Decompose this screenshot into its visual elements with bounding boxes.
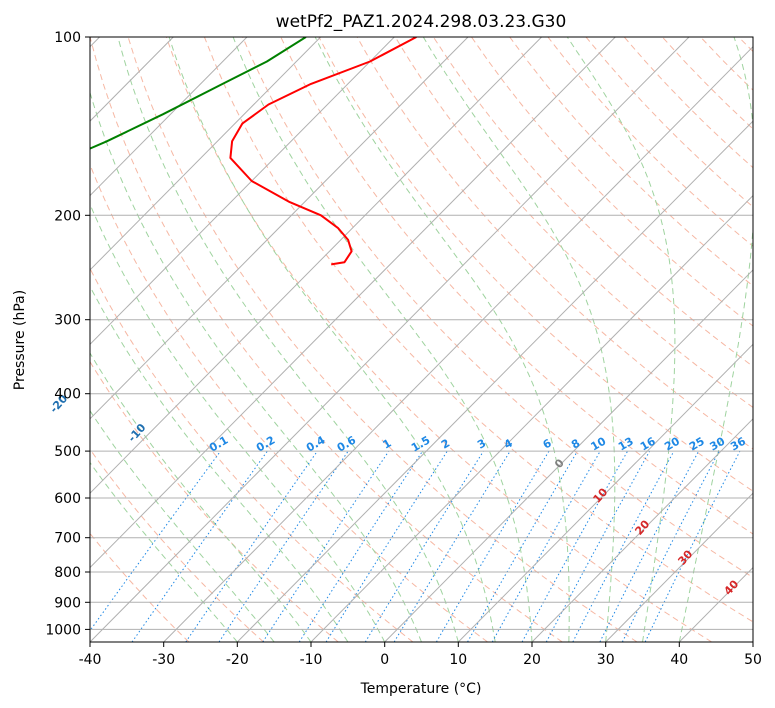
y-tick-label: 300 xyxy=(54,313,81,329)
y-axis-title: Pressure (hPa) xyxy=(12,290,28,390)
moist-adiabat-line xyxy=(678,37,753,642)
isotherm-line xyxy=(310,194,753,642)
dry-adiabat-line xyxy=(318,37,753,492)
x-axis: -40 -30 -20 -10 0 10 20 30 40 50 xyxy=(79,642,762,668)
x-axis-title: Temperature (°C) xyxy=(360,681,482,697)
x-tick-label: 40 xyxy=(670,652,688,668)
plot-frame xyxy=(89,36,754,643)
moist-adiabat-line xyxy=(422,37,616,642)
mixing-ratio-line xyxy=(545,450,651,642)
profile-series-1 xyxy=(90,37,307,150)
x-tick-label: 0 xyxy=(380,652,389,668)
isotherm-line xyxy=(384,269,753,642)
moist-adiabat-line xyxy=(117,37,459,642)
mixing-ratio-line xyxy=(185,450,318,642)
mixing-ratio-line xyxy=(364,450,484,642)
mixing-ratio-line xyxy=(572,450,675,642)
mixing-ratio-line xyxy=(393,450,511,642)
x-tick-label: -10 xyxy=(300,652,323,668)
isotherm-line xyxy=(90,37,469,420)
y-tick-label: 900 xyxy=(54,595,81,611)
moist-adiabat-line xyxy=(90,90,422,642)
isotherm-line xyxy=(90,37,616,569)
moist-adiabat-line xyxy=(90,461,238,642)
plot-background xyxy=(90,37,753,642)
y-tick-label: 800 xyxy=(54,565,81,581)
isotherm-line xyxy=(90,37,248,197)
y-axis: 100 200 300 400 500 600 700 800 900 1000 xyxy=(45,30,90,638)
isotherm-line xyxy=(457,343,753,642)
isotherm-line xyxy=(90,37,395,346)
mixing-ratio-line xyxy=(325,450,448,642)
dry-adiabat-line xyxy=(509,37,753,287)
x-tick-label: -30 xyxy=(152,652,175,668)
isotherm-line xyxy=(752,641,753,642)
y-tick-label: 1000 xyxy=(45,622,81,638)
y-tick-label: 600 xyxy=(54,491,81,507)
isotherm-line xyxy=(90,37,690,642)
mixing-ratio-line xyxy=(90,450,221,632)
dry-adiabat-line xyxy=(242,37,753,579)
moist-adiabat-line xyxy=(314,37,570,642)
isotherm-line xyxy=(236,120,753,642)
dry-adiabat-line xyxy=(90,267,414,642)
profile-series-0 xyxy=(229,37,417,266)
moist-adiabat-line xyxy=(90,409,275,642)
dry-adiabats xyxy=(90,37,753,642)
y-tick-label: 400 xyxy=(54,387,81,403)
dry-adiabat-line xyxy=(90,360,339,642)
moist-adiabat-line xyxy=(232,37,533,642)
dry-adiabat-line xyxy=(127,37,638,642)
dry-adiabat-line xyxy=(203,37,753,623)
x-tick-label: -20 xyxy=(226,652,249,668)
x-tick-label: 30 xyxy=(597,652,615,668)
isotherm-line xyxy=(90,37,321,271)
y-tick-label: 500 xyxy=(54,444,81,460)
isotherm-line xyxy=(605,492,753,642)
y-tick-label: 700 xyxy=(54,531,81,547)
isotherm-line xyxy=(163,45,753,642)
x-tick-label: 10 xyxy=(449,652,467,668)
isotherm-line xyxy=(90,37,542,494)
mixing-ratio-line xyxy=(521,450,629,642)
mixing-ratio-line xyxy=(298,450,423,642)
x-tick-label: 50 xyxy=(744,652,762,668)
dry-adiabat-line xyxy=(90,448,264,642)
profile-lines xyxy=(90,37,417,266)
chart-title: wetPf2_PAZ1.2024.298.03.23.G30 xyxy=(276,12,567,32)
isotherms xyxy=(90,37,753,642)
isotherm-line xyxy=(531,418,753,642)
dry-adiabat-line xyxy=(356,37,753,450)
dry-adiabat-line xyxy=(394,37,753,409)
mixing-ratio-line xyxy=(644,450,741,642)
mixing-ratio-line xyxy=(262,450,390,642)
x-tick-label: 20 xyxy=(523,652,541,668)
y-tick-label: 200 xyxy=(54,208,81,224)
dry-adiabat-line xyxy=(90,37,563,642)
isobars xyxy=(90,37,753,630)
dry-adiabat-line xyxy=(165,37,712,642)
mixing-ratio-line xyxy=(218,450,349,642)
y-tick-label: 100 xyxy=(54,30,81,46)
moist-adiabat-line xyxy=(566,37,676,642)
moist-adiabat-line xyxy=(90,203,386,642)
dry-adiabat-line xyxy=(471,37,753,327)
mixing-ratio-line xyxy=(621,450,720,642)
moist-adiabat-line xyxy=(168,37,496,642)
moist-adiabats xyxy=(90,37,753,642)
moist-adiabat-line xyxy=(90,285,349,642)
x-tick-label: -40 xyxy=(79,652,102,668)
dry-adiabat-line xyxy=(432,37,753,368)
